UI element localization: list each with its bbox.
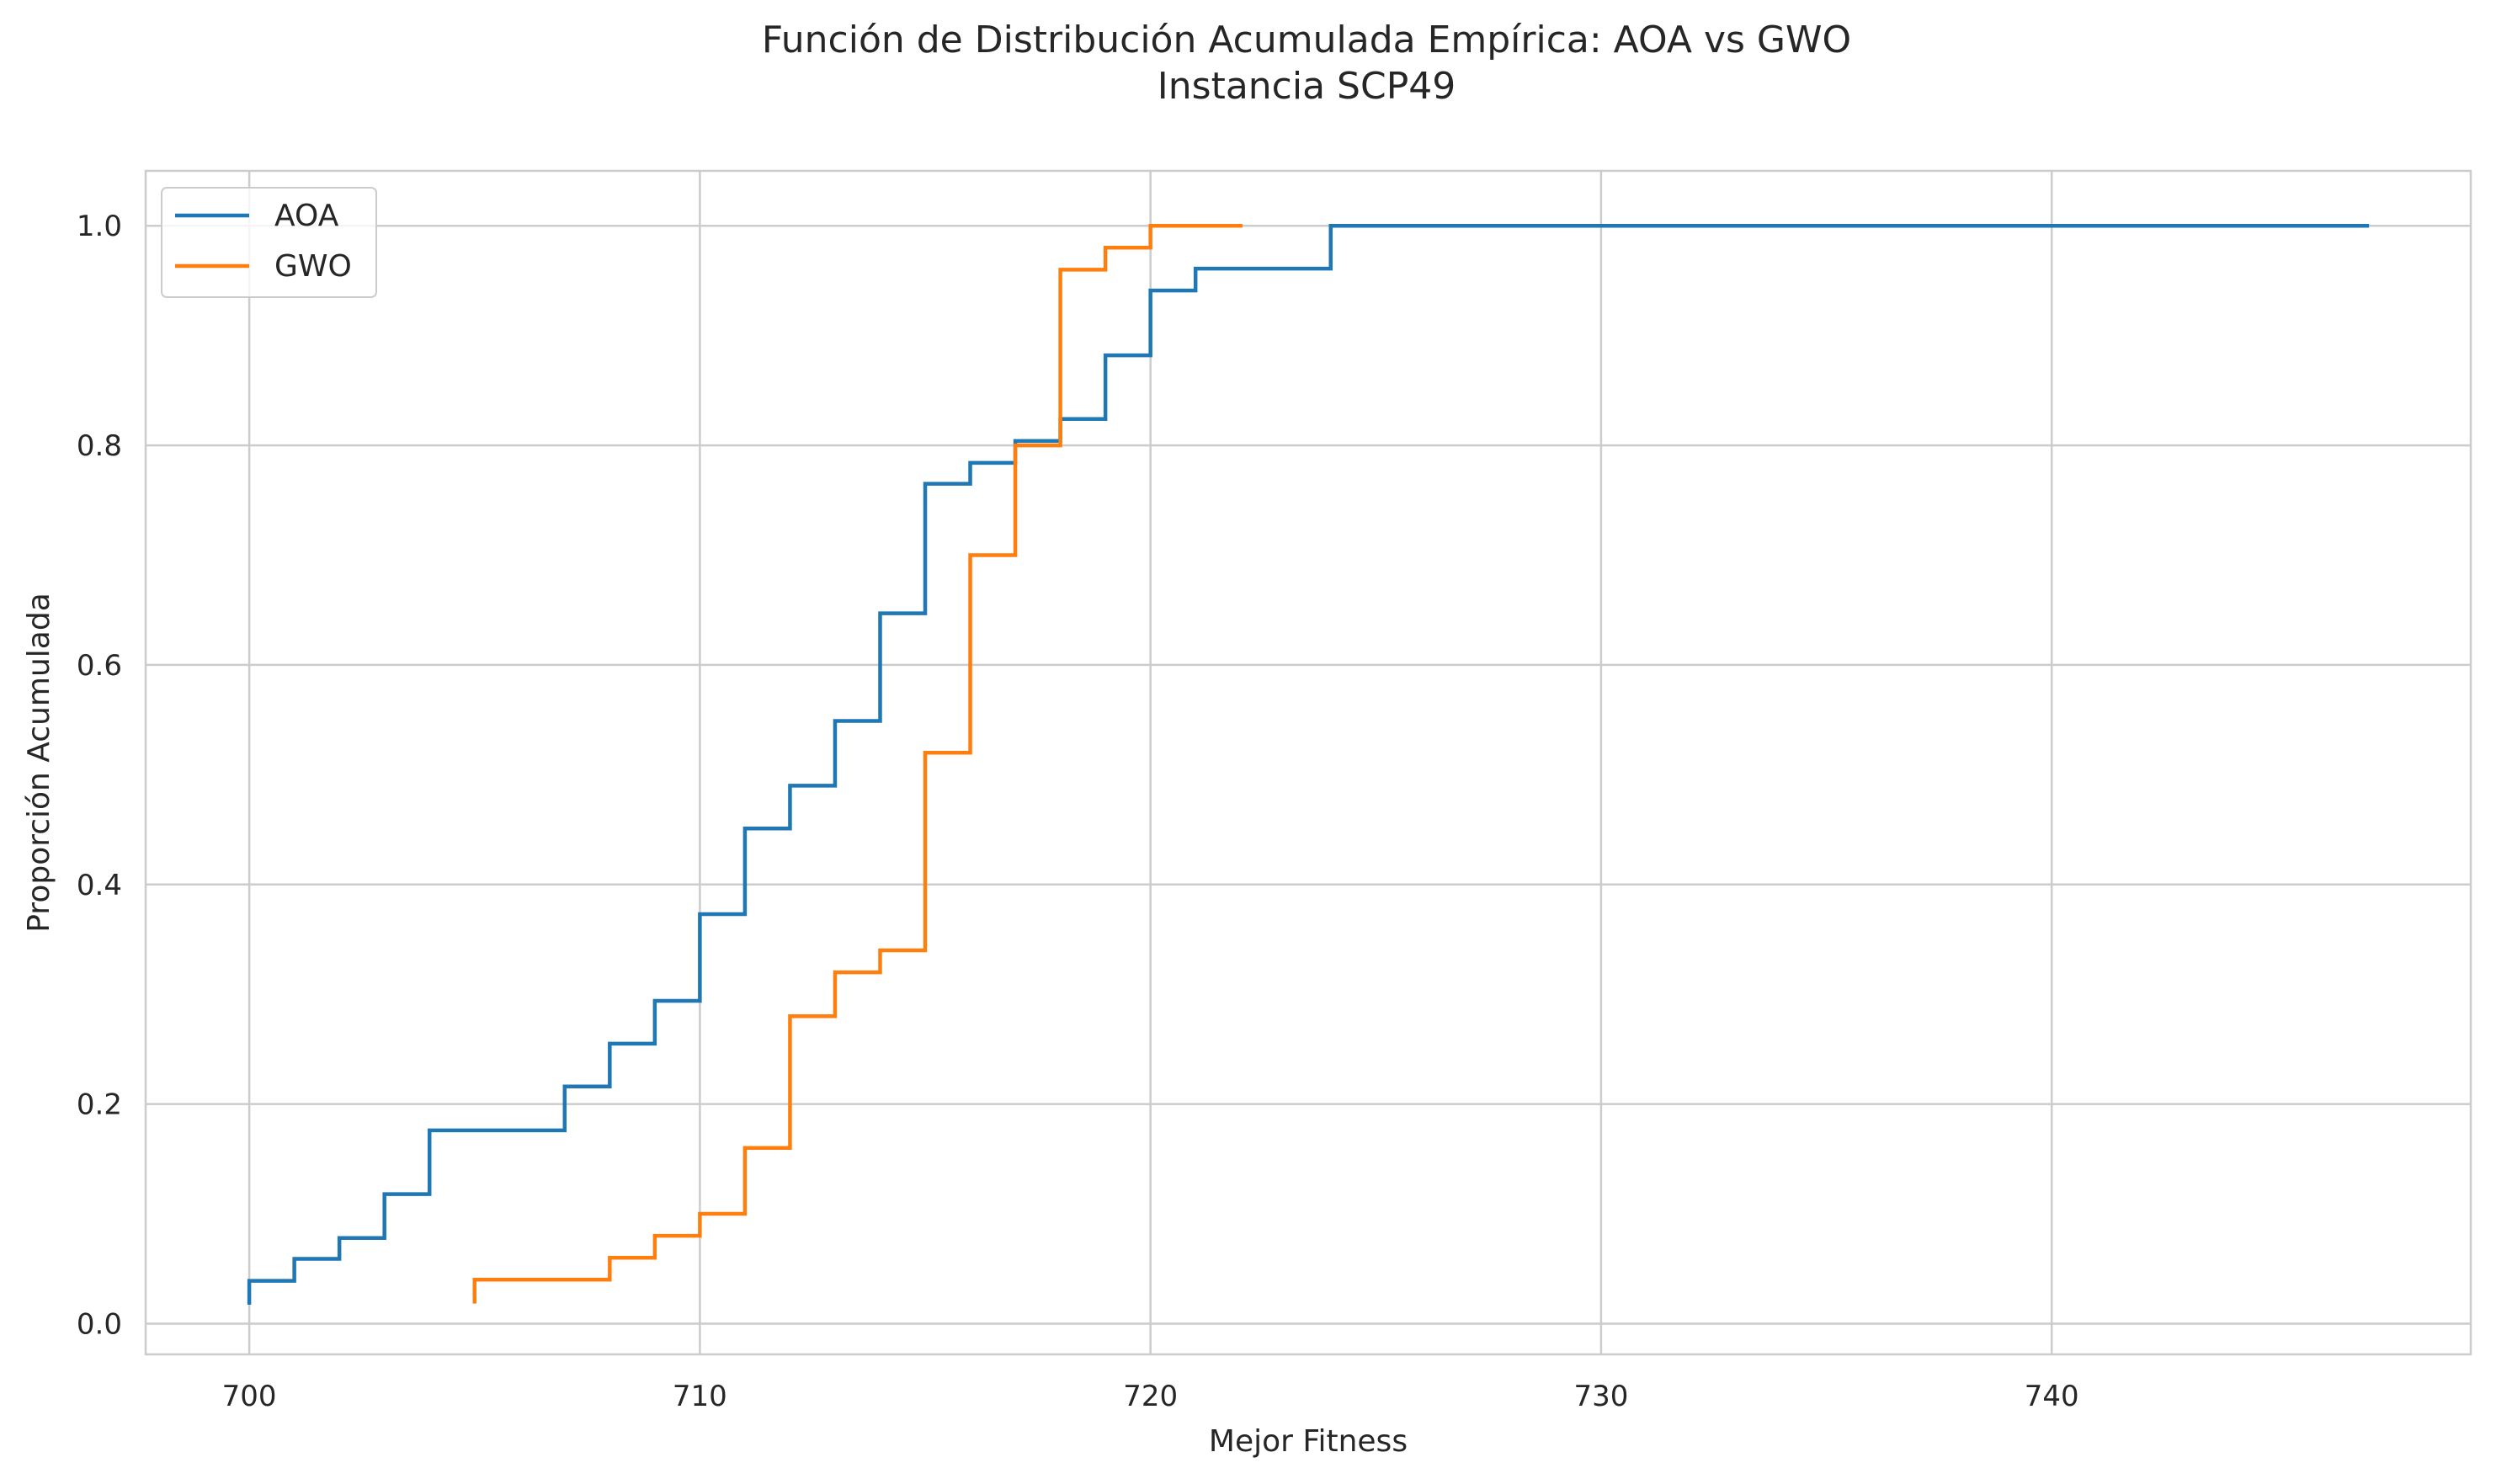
x-axis-label: Mejor Fitness bbox=[1209, 1424, 1408, 1459]
x-tick-label: 700 bbox=[222, 1380, 277, 1413]
series-line-gwo bbox=[472, 223, 1243, 1304]
x-tick-label: 720 bbox=[1123, 1380, 1178, 1413]
chart-subtitle: Instancia SCP49 bbox=[1158, 65, 1456, 108]
y-tick-label: 0.2 bbox=[77, 1088, 122, 1122]
plot-frame bbox=[144, 169, 2472, 1356]
y-tick-label: 0.6 bbox=[77, 649, 122, 683]
series-line-aoa bbox=[247, 223, 2370, 1305]
series-lines bbox=[247, 223, 2370, 1305]
x-tick-label: 730 bbox=[1573, 1380, 1628, 1413]
legend-label-aoa: AOA bbox=[274, 199, 339, 233]
y-axis-label: Proporción Acumulada bbox=[22, 593, 56, 933]
y-tick-label: 1.0 bbox=[77, 210, 122, 243]
y-tick-label: 0.0 bbox=[77, 1307, 122, 1341]
x-tick-label: 710 bbox=[673, 1380, 727, 1413]
grid-lines bbox=[146, 171, 2471, 1354]
legend-label-gwo: GWO bbox=[274, 249, 352, 284]
chart-title: Función de Distribución Acumulada Empíri… bbox=[762, 19, 1851, 61]
y-tick-label: 0.8 bbox=[77, 429, 122, 463]
legend: AOA GWO bbox=[161, 187, 377, 298]
x-tick-labels: 700 710 720 730 740 bbox=[222, 1380, 2079, 1413]
y-tick-labels: 0.0 0.2 0.4 0.6 0.8 1.0 bbox=[77, 210, 122, 1341]
x-tick-label: 740 bbox=[2025, 1380, 2079, 1413]
y-tick-label: 0.4 bbox=[77, 869, 122, 902]
